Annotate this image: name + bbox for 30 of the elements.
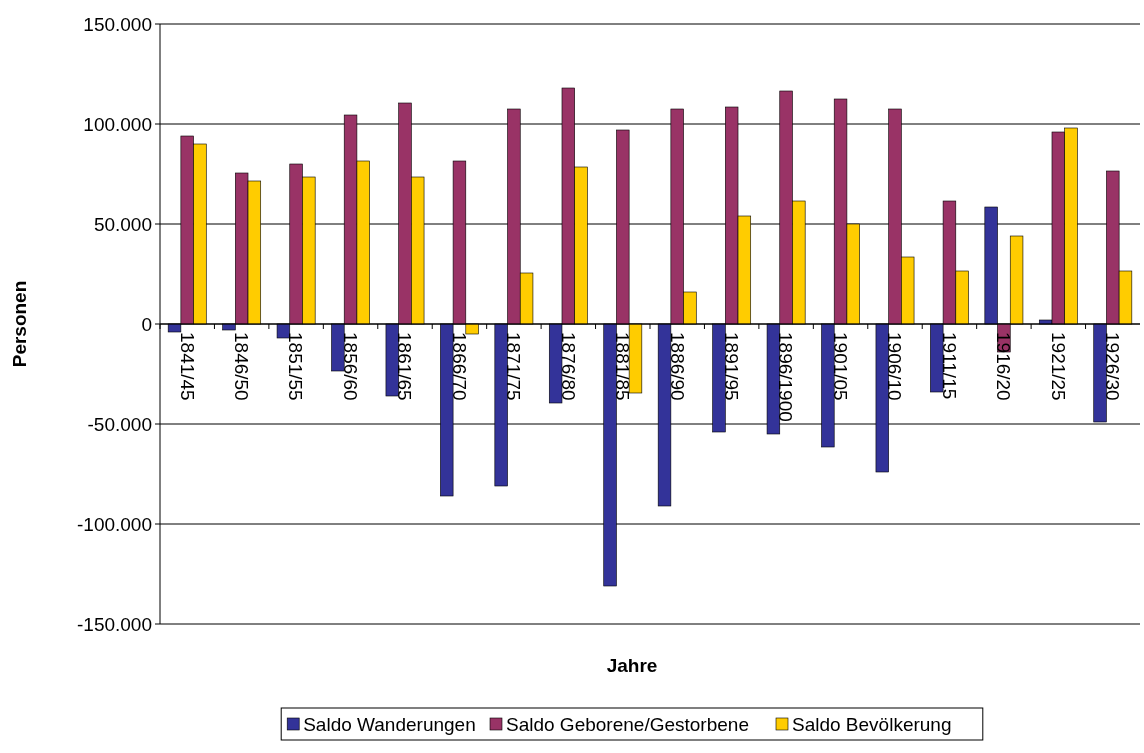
x-tick-label: 1871/75 <box>503 332 525 401</box>
x-tick-label: 1906/10 <box>884 332 906 401</box>
x-tick-label: 1876/80 <box>557 332 579 401</box>
y-tick-label: -100.000 <box>76 513 152 535</box>
x-tick-label: 1911/15 <box>938 332 960 400</box>
legend-label: Saldo Bevölkerung <box>792 713 952 735</box>
x-tick-label: 1861/65 <box>394 332 416 401</box>
x-tick-label: 1866/70 <box>448 332 470 401</box>
x-tick-label: 1926/30 <box>1102 332 1124 401</box>
x-tick-label: 1916/20 <box>993 332 1015 401</box>
y-tick-label: 100.000 <box>83 113 152 135</box>
x-tick-label: 1901/05 <box>829 332 851 401</box>
x-tick-label: 1841/45 <box>176 332 198 401</box>
y-tick-label: -150.000 <box>76 613 152 635</box>
y-tick-label: -50.000 <box>87 413 152 435</box>
x-tick-label: 1846/50 <box>231 332 253 401</box>
x-tick-label: 1881/85 <box>612 332 634 401</box>
y-tick-label: 50.000 <box>93 213 152 235</box>
y-axis-title: Personen <box>9 280 30 368</box>
x-axis-title: Jahre <box>606 655 658 676</box>
legend-label: Saldo Wanderungen <box>303 713 476 735</box>
x-tick-label: 1856/60 <box>339 332 361 401</box>
y-tick-label: 0 <box>141 313 152 335</box>
x-tick-label: 1921/25 <box>1047 332 1069 401</box>
x-tick-label: 1851/55 <box>285 332 307 401</box>
x-tick-label: 1886/90 <box>666 332 688 401</box>
x-tick-label: 1896/1900 <box>775 332 797 422</box>
y-tick-label: 150.000 <box>83 13 152 35</box>
legend-label: Saldo Geborene/Gestorbene <box>506 713 749 735</box>
x-tick-label: 1891/95 <box>721 332 743 401</box>
